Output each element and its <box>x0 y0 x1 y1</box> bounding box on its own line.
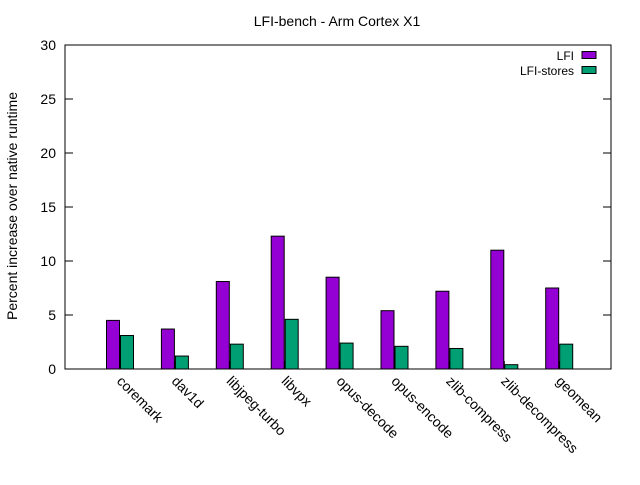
bar-lfi-stores-libjpeg-turbo <box>229 343 244 370</box>
y-tick-label: 5 <box>48 307 56 323</box>
bar-lfi-libvpx <box>270 235 285 370</box>
bar-lfi-libjpeg-turbo <box>215 281 230 370</box>
legend-label: LFI-stores <box>520 64 574 78</box>
bar-lfi-zlib-compress <box>435 290 450 370</box>
y-axis-ticks: 0 5 10 15 20 25 30 <box>40 37 611 377</box>
bar-lfi-opus-encode <box>380 310 395 370</box>
x-tick-label: libvpx <box>279 373 316 410</box>
bar-lfi-zlib-decompress <box>490 249 505 370</box>
y-axis-label: Percent increase over native runtime <box>4 92 20 320</box>
bar-lfi-opus-decode <box>325 276 340 370</box>
y-tick-label: 25 <box>40 91 56 107</box>
bars <box>106 235 574 370</box>
x-tick-label: coremark <box>114 373 167 426</box>
bar-lfi-stores-geomean <box>559 343 574 370</box>
bar-lfi-stores-zlib-decompress <box>504 364 519 370</box>
bar-lfi-stores-libvpx <box>284 318 299 370</box>
y-tick-label: 20 <box>40 145 56 161</box>
bar-lfi-coremark <box>106 319 120 370</box>
y-tick-label: 30 <box>40 37 56 53</box>
y-tick-label: 15 <box>40 199 56 215</box>
chart-title: LFI-bench - Arm Cortex X1 <box>254 13 421 29</box>
bar-lfi-stores-zlib-compress <box>449 347 464 370</box>
legend-swatch <box>581 51 597 59</box>
bar-lfi-dav1d <box>160 328 175 370</box>
bar-lfi-stores-opus-encode <box>394 345 409 370</box>
x-tick-label: geomean <box>553 373 606 426</box>
bar-lfi-stores-opus-decode <box>339 342 354 370</box>
bar-lfi-geomean <box>545 287 560 370</box>
bar-lfi-stores-coremark <box>120 335 134 370</box>
legend-label: LFI <box>557 49 574 63</box>
x-tick-label: dav1d <box>169 373 207 411</box>
bar-lfi-stores-dav1d <box>174 355 189 370</box>
y-tick-label: 10 <box>40 253 56 269</box>
y-tick-label: 0 <box>48 361 56 377</box>
legend-swatch <box>581 66 597 74</box>
